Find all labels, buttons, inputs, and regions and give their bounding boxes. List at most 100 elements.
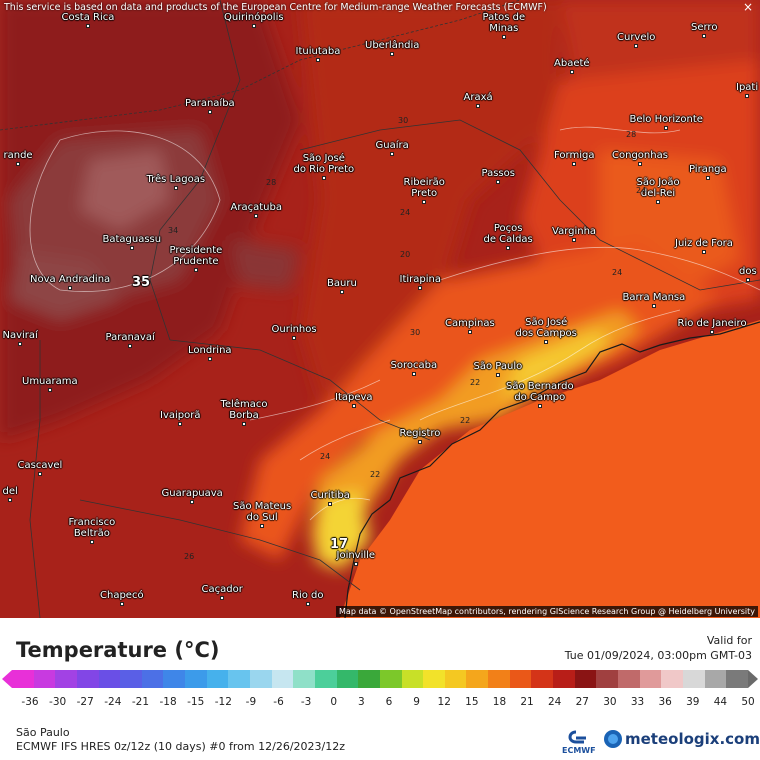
city-dot-icon [47,388,52,392]
city-dot-icon [321,176,326,180]
city-dot-icon [572,162,577,166]
meteologix-globe-icon [604,730,622,748]
scale-tick-label: 15 [465,696,479,708]
city-marker: Umuarama [22,376,78,392]
city-dot-icon [178,422,183,426]
city-marker: Presidente Prudente [169,245,223,272]
city-dot-icon [241,422,246,426]
scale-segment [12,670,34,688]
scale-segment [33,670,56,688]
city-dot-icon [260,524,265,528]
city-dot-icon [339,290,344,294]
scale-tick-label: 50 [741,696,755,708]
city-dot-icon [8,498,13,502]
city-label: Francisco Beltrão [68,517,116,539]
city-marker: Guaíra [376,140,409,156]
scale-segment [271,670,294,688]
city-marker: Congonhas [612,150,668,166]
city-label: Ituiutaba [295,46,341,57]
close-icon[interactable]: × [742,0,754,14]
city-dot-icon [68,286,73,290]
city-dot-icon [495,373,500,377]
city-marker: Campinas [445,318,495,334]
city-marker: Guarapuava [162,488,223,504]
city-label: Umuarama [22,376,78,387]
city-marker: Joinville [337,550,375,566]
scale-tick-label: 9 [413,696,420,708]
scale-tick-label: 44 [713,696,728,708]
city-label: del [2,486,18,497]
scale-segment [250,670,272,688]
ecmwf-logo-icon[interactable] [562,728,602,758]
city-label: dos [739,266,757,277]
city-marker: Ituiutaba [295,46,341,62]
contour-label: 26 [184,552,195,561]
city-dot-icon [251,24,256,28]
scale-tick-label: -18 [159,696,177,708]
city-label: Bauru [327,278,357,289]
city-dot-icon [190,500,195,504]
city-dot-icon [467,330,472,334]
meteologix-logo[interactable]: meteologix.com [604,730,760,748]
color-scale: -36 -30 -27 -24 -21 -18 -15 -12 -9 -6 -3 0 3 6 9 12 15 18… [0,670,760,710]
city-marker: São José dos Campos [516,317,577,344]
city-dot-icon [411,372,416,376]
city-marker: Itirapina [400,274,441,290]
scale-tick-label: 30 [603,696,617,708]
scale-tick-label: 27 [575,696,589,708]
contour-label: 30 [398,116,409,125]
city-marker: Varginha [552,226,596,242]
city-label: Presidente Prudente [169,245,223,267]
city-label: Paranaíba [185,98,235,109]
city-marker: Costa Rica [62,12,114,28]
city-label: São José do Rio Preto [293,153,355,175]
city-marker: rande [4,150,33,166]
scale-segment [444,670,467,688]
city-dot-icon [390,152,395,156]
contour-label: 24 [636,186,647,195]
city-dot-icon [89,540,94,544]
city-dot-icon [18,342,23,346]
city-label: Registro [399,428,441,439]
scale-tick-label: -6 [273,696,284,708]
city-dot-icon [351,404,356,408]
city-marker: Piranga [689,164,727,180]
scale-segment [379,670,402,688]
city-dot-icon [315,58,320,62]
scale-segment [336,670,359,688]
city-marker: Poços de Caldas [484,223,533,250]
city-dot-icon [572,238,577,242]
valid-date: Tue 01/09/2024, 03:00pm GMT-03 [564,649,752,662]
contour-label: 28 [626,130,637,139]
city-label: Campinas [445,318,495,329]
scale-tick-label: 3 [358,696,365,708]
scale-segment [120,670,142,688]
city-label: Telêmaco Borba [220,399,268,421]
scale-tick-label: -15 [187,696,205,708]
city-marker: São Bernardo do Campo [506,381,574,408]
scale-tick-label: 18 [492,696,507,708]
city-marker: del [3,486,18,502]
city-dot-icon [656,200,661,204]
city-label: Congonhas [612,150,668,161]
scale-tick-label: 6 [385,696,393,708]
city-dot-icon [85,24,90,28]
city-dot-icon [496,180,501,184]
city-dot-icon [193,268,198,272]
city-marker: Telêmaco Borba [220,399,268,426]
scale-tick-label: -30 [49,696,67,708]
temperature-map[interactable]: This service is based on data and produc… [0,0,760,618]
scale-segment [55,670,77,688]
scale-segment [617,670,640,688]
city-label: Itirapina [399,274,441,285]
city-label: Abaeté [554,58,590,69]
city-dot-icon [16,162,21,166]
city-marker: Ourinhos [272,324,317,340]
city-label: Ipati [736,82,759,93]
city-label: Rio do [292,590,324,601]
city-dot-icon [745,94,750,98]
city-marker: Abaeté [554,58,590,74]
city-dot-icon [637,162,642,166]
city-label: Bataguassu [102,234,162,245]
city-dot-icon [353,562,358,566]
